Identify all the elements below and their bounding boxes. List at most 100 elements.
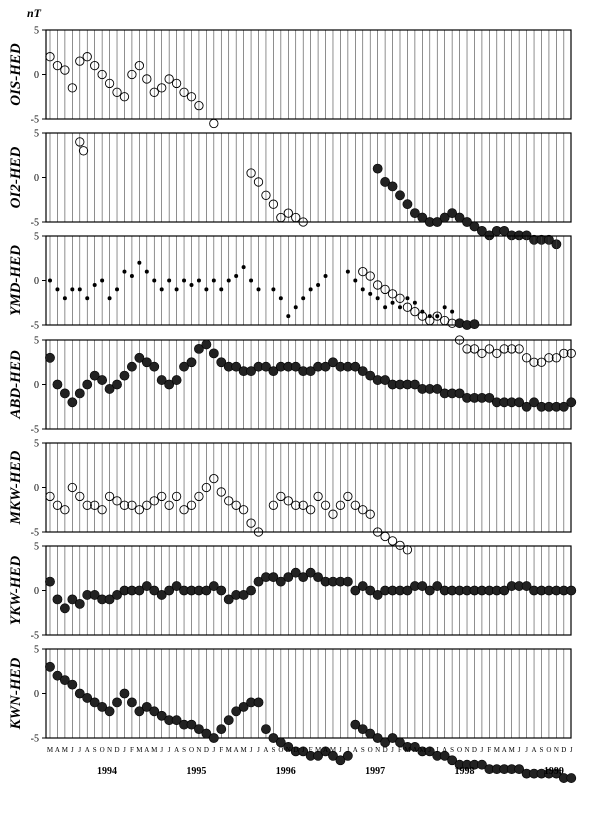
data-point-open xyxy=(417,311,427,321)
data-point-filled xyxy=(156,710,167,721)
data-point-small xyxy=(234,274,239,279)
data-point-filled xyxy=(521,401,532,412)
month-label: J xyxy=(525,746,528,754)
data-point-small xyxy=(219,287,224,292)
data-point-filled xyxy=(469,319,480,330)
month-label: O xyxy=(457,746,462,754)
data-point-open xyxy=(97,505,107,515)
data-point-small xyxy=(293,305,298,310)
data-point-filled xyxy=(305,366,316,377)
data-point-filled xyxy=(82,693,93,703)
y-tick-label: 5 xyxy=(34,439,39,450)
month-label: F xyxy=(487,746,491,754)
data-point-filled xyxy=(134,585,145,596)
month-label: A xyxy=(144,746,149,754)
month-label: J xyxy=(250,746,253,754)
data-point-filled xyxy=(67,397,78,408)
data-point-open xyxy=(112,496,122,506)
data-point-filled xyxy=(432,581,443,591)
data-point-open xyxy=(246,168,256,178)
data-point-small xyxy=(137,260,142,265)
month-label: J xyxy=(123,746,126,754)
data-point-small xyxy=(70,287,75,292)
data-point-open xyxy=(559,348,569,358)
data-point-open xyxy=(157,491,167,502)
data-point-filled xyxy=(268,366,279,377)
data-point-open xyxy=(60,505,70,515)
data-point-filled xyxy=(521,581,532,591)
year-label: 1999 xyxy=(544,766,564,777)
data-point-open xyxy=(171,491,182,502)
data-point-filled xyxy=(365,585,376,596)
data-point-small xyxy=(174,287,179,292)
data-point-open xyxy=(201,482,212,493)
data-point-open xyxy=(104,78,115,89)
data-point-small xyxy=(249,278,254,283)
data-point-filled xyxy=(357,724,368,734)
month-label: J xyxy=(302,746,305,754)
month-label: J xyxy=(168,746,171,754)
data-point-filled xyxy=(342,576,353,587)
data-point-open xyxy=(298,217,308,227)
month-label: F xyxy=(219,746,223,754)
data-point-small xyxy=(144,269,149,274)
data-point-open xyxy=(194,101,204,111)
month-label: J xyxy=(481,746,484,754)
data-point-filled xyxy=(74,598,85,609)
data-point-filled xyxy=(104,706,115,717)
data-point-open xyxy=(373,280,383,290)
data-point-small xyxy=(77,287,82,292)
data-point-filled xyxy=(558,401,569,412)
data-point-open xyxy=(387,536,398,546)
data-point-filled xyxy=(127,697,137,708)
data-point-filled xyxy=(45,352,55,363)
data-point-filled xyxy=(45,576,55,587)
month-label: J xyxy=(347,746,350,754)
data-point-open xyxy=(469,344,480,354)
data-point-filled xyxy=(89,697,100,708)
data-point-filled xyxy=(246,366,256,377)
data-point-open xyxy=(507,344,517,354)
data-point-filled xyxy=(514,764,525,775)
data-point-small xyxy=(368,291,373,296)
y-tick-label: -5 xyxy=(31,631,39,642)
data-point-small xyxy=(55,287,60,292)
data-point-filled xyxy=(74,388,85,399)
data-point-filled xyxy=(320,361,331,372)
data-point-small xyxy=(405,296,410,301)
data-point-filled xyxy=(171,715,182,726)
data-point-small xyxy=(375,296,380,301)
data-point-filled xyxy=(417,212,428,223)
month-label: S xyxy=(93,746,97,754)
month-label: J xyxy=(78,746,81,754)
data-point-open xyxy=(179,505,189,515)
data-point-filled xyxy=(268,733,279,743)
data-point-open xyxy=(78,146,89,156)
data-point-filled xyxy=(119,688,130,699)
data-point-filled xyxy=(74,688,85,699)
data-point-filled xyxy=(89,590,100,600)
month-label: M xyxy=(47,746,54,754)
data-point-open xyxy=(343,491,353,502)
panel-label-mkw-hed: MKW-HED xyxy=(8,451,24,526)
data-point-small xyxy=(196,278,201,283)
data-point-filled xyxy=(290,361,301,372)
data-point-filled xyxy=(149,361,160,372)
data-point-open xyxy=(134,505,145,515)
data-point-open xyxy=(216,487,226,497)
data-point-filled xyxy=(253,697,264,708)
month-label: A xyxy=(353,746,358,754)
data-point-filled xyxy=(194,724,204,734)
data-point-filled xyxy=(223,715,234,726)
data-point-filled xyxy=(447,208,458,218)
data-point-small xyxy=(115,287,120,292)
data-point-filled xyxy=(380,177,391,187)
data-point-open xyxy=(365,509,375,519)
month-label: N xyxy=(375,746,380,754)
data-point-open xyxy=(164,74,174,84)
data-point-filled xyxy=(409,379,420,390)
data-point-open xyxy=(127,69,137,80)
data-point-open xyxy=(75,56,85,66)
month-label: M xyxy=(315,746,322,754)
month-label: O xyxy=(278,746,283,754)
